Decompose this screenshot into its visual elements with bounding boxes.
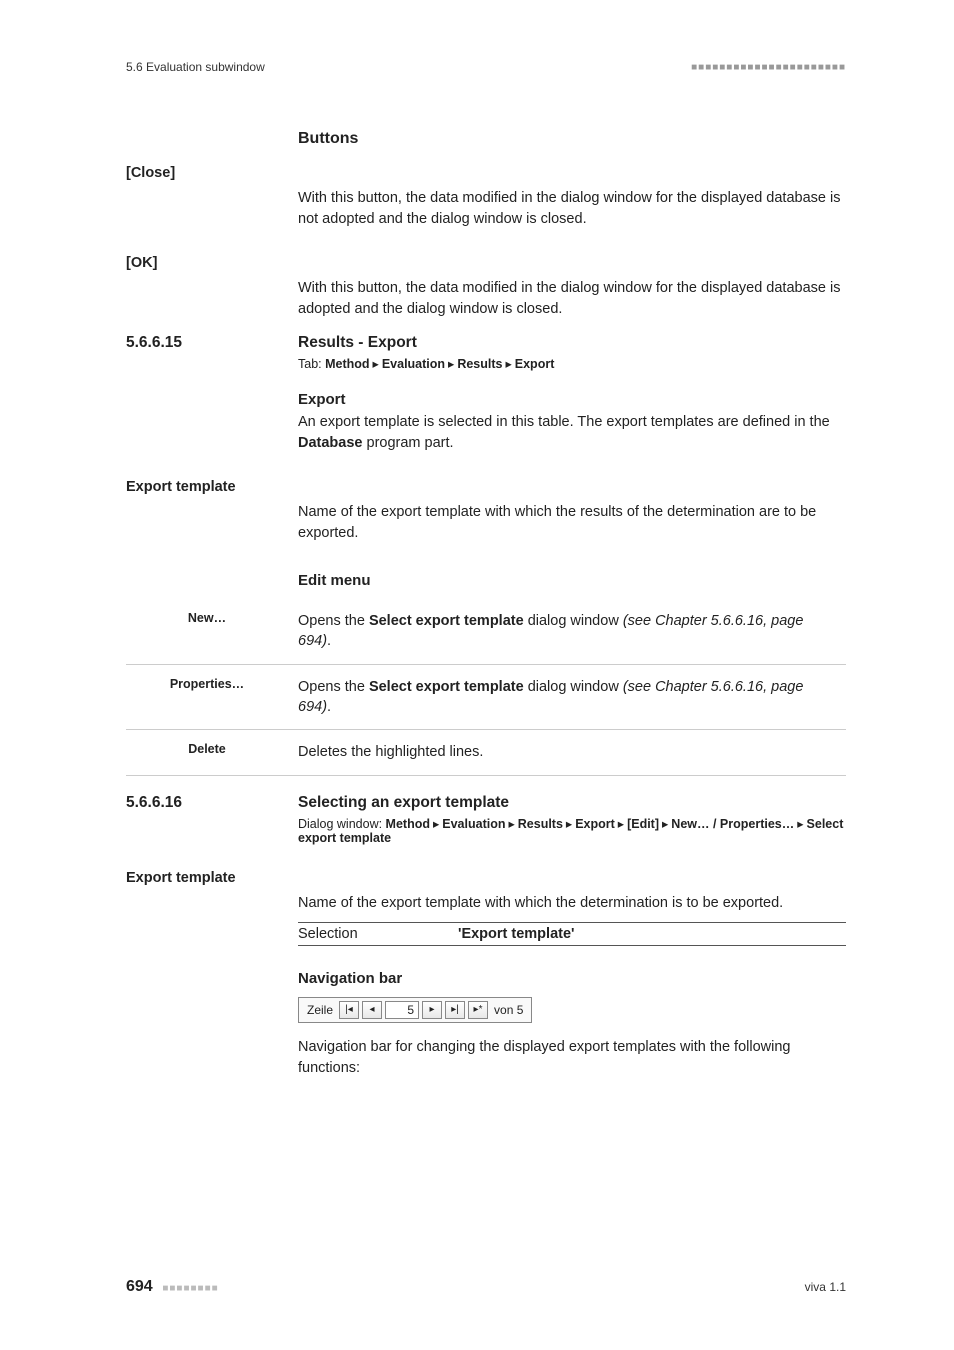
- export-text-bold: Database: [298, 435, 362, 451]
- running-header: 5.6 Evaluation subwindow ■■■■■■■■■■■■■■■…: [126, 60, 846, 74]
- nav-new-button[interactable]: ▸*: [468, 1001, 488, 1019]
- menu-new-label: New…: [126, 599, 298, 664]
- sec16-number: 5.6.6.16: [126, 794, 182, 811]
- nav-first-button[interactable]: |◂: [339, 1001, 359, 1019]
- export-text-pre: An export template is selected in this t…: [298, 414, 830, 430]
- table-row: New… Opens the Select export template di…: [126, 599, 846, 664]
- navigation-bar-widget: Zeile |◂ ◂ 5 ▸ ▸| ▸* von 5: [298, 997, 532, 1023]
- menu-new-mid: dialog window: [524, 613, 623, 629]
- export-heading: Export: [298, 391, 846, 408]
- export-template-description: Name of the export template with which t…: [298, 502, 846, 544]
- navigation-bar-description: Navigation bar for changing the displaye…: [298, 1037, 846, 1079]
- menu-properties-bold: Select export template: [369, 679, 524, 695]
- ok-description: With this button, the data modified in t…: [298, 278, 846, 320]
- menu-delete-label: Delete: [126, 730, 298, 775]
- page-footer: 694 ■■■■■■■■ viva 1.1: [126, 1278, 846, 1296]
- table-row: Properties… Opens the Select export temp…: [126, 664, 846, 730]
- sec15-tab-path: Tab: Method▸Evaluation▸Results▸Export: [298, 356, 846, 371]
- footer-ticks: ■■■■■■■■: [162, 1283, 218, 1294]
- sec16-dialog-path: Dialog window: Method▸Evaluation▸Results…: [298, 816, 846, 845]
- sec15-title: Results - Export: [298, 334, 417, 351]
- selection-label: Selection: [298, 926, 458, 942]
- selection-value: 'Export template': [458, 926, 574, 942]
- sec16-export-template-desc: Name of the export template with which t…: [298, 893, 846, 914]
- running-title: 5.6 Evaluation subwindow: [126, 60, 265, 74]
- menu-properties-pre: Opens the: [298, 679, 369, 695]
- menu-properties-label: Properties…: [126, 664, 298, 730]
- export-text-post: program part.: [362, 435, 453, 451]
- menu-properties-desc: Opens the Select export template dialog …: [298, 664, 846, 730]
- table-row: Delete Deletes the highlighted lines.: [126, 730, 846, 775]
- footer-left: 694 ■■■■■■■■: [126, 1278, 219, 1296]
- crumb2-1: Evaluation: [442, 817, 505, 831]
- menu-new-desc: Opens the Select export template dialog …: [298, 599, 846, 664]
- close-description: With this button, the data modified in t…: [298, 188, 846, 230]
- menu-properties-mid: dialog window: [524, 679, 623, 695]
- menu-delete-desc: Deletes the highlighted lines.: [298, 730, 846, 775]
- nav-row-label: Zeile: [307, 1003, 333, 1017]
- menu-properties-post: .: [327, 699, 331, 715]
- crumb-results: Results: [457, 357, 502, 371]
- menu-new-pre: Opens the: [298, 613, 369, 629]
- close-term: [Close]: [126, 165, 175, 181]
- page-number: 694: [126, 1278, 153, 1295]
- export-description: An export template is selected in this t…: [298, 412, 846, 454]
- nav-last-button[interactable]: ▸|: [445, 1001, 465, 1019]
- sec16-export-template-term: Export template: [126, 870, 236, 886]
- tab-label: Tab:: [298, 357, 325, 371]
- sec15-number: 5.6.6.15: [126, 334, 182, 351]
- sec16-title: Selecting an export template: [298, 794, 509, 811]
- crumb-method: Method: [325, 357, 369, 371]
- nav-prev-button[interactable]: ◂: [362, 1001, 382, 1019]
- buttons-heading: Buttons: [298, 130, 846, 148]
- selection-row: Selection 'Export template': [298, 922, 846, 946]
- edit-menu-table: New… Opens the Select export template di…: [126, 599, 846, 775]
- crumb2-2: Results: [518, 817, 563, 831]
- ok-term: [OK]: [126, 255, 157, 271]
- export-template-term: Export template: [126, 479, 236, 495]
- crumb-export: Export: [515, 357, 555, 371]
- navigation-bar-heading: Navigation bar: [298, 970, 846, 987]
- dialog-label: Dialog window:: [298, 817, 386, 831]
- nav-of-text: von 5: [494, 1003, 523, 1017]
- menu-new-bold: Select export template: [369, 613, 524, 629]
- nav-current-input[interactable]: 5: [385, 1001, 419, 1019]
- crumb2-0: Method: [386, 817, 430, 831]
- menu-new-post: .: [327, 633, 331, 649]
- nav-next-button[interactable]: ▸: [422, 1001, 442, 1019]
- crumb2-3: Export: [575, 817, 615, 831]
- edit-menu-heading: Edit menu: [298, 572, 846, 589]
- header-ticks: ■■■■■■■■■■■■■■■■■■■■■■: [691, 62, 846, 73]
- crumb-evaluation: Evaluation: [382, 357, 445, 371]
- footer-version: viva 1.1: [805, 1280, 846, 1294]
- crumb2-5: New… / Properties…: [671, 817, 794, 831]
- crumb2-4: [Edit]: [627, 817, 659, 831]
- page: 5.6 Evaluation subwindow ■■■■■■■■■■■■■■■…: [0, 0, 954, 1350]
